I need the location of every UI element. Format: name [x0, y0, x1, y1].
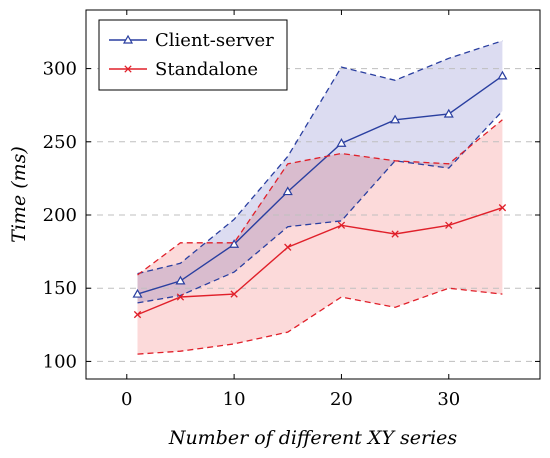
y-axis-label-unit: (ms) — [8, 146, 30, 189]
x-tick-label: 0 — [121, 389, 132, 410]
y-tick-label: 300 — [43, 59, 77, 80]
point-client-server — [336, 138, 347, 147]
point-standalone — [284, 243, 292, 251]
y-tick-label: 150 — [43, 278, 77, 299]
point-standalone — [230, 290, 238, 298]
x-tick-label: 10 — [223, 389, 246, 410]
lower-bound-client-server — [137, 110, 503, 304]
band-standalone — [137, 119, 503, 355]
x-axis-label: Number of different XY series — [168, 427, 458, 449]
point-client-server — [282, 186, 293, 196]
line-standalone — [137, 207, 503, 316]
gridlines — [86, 68, 540, 362]
point-standalone — [498, 204, 507, 212]
legend-label-standalone: Standalone — [155, 59, 258, 80]
axes: 0 10 20 30 100 150 200 250 300 — [43, 9, 541, 410]
point-client-server — [229, 239, 240, 248]
line-client-server — [137, 75, 503, 295]
y-tick-label: 250 — [43, 132, 77, 153]
x-tick-label: 20 — [330, 389, 353, 410]
point-standalone — [133, 310, 142, 319]
point-client-server — [132, 288, 143, 298]
point-client-server — [443, 108, 454, 118]
point-standalone — [445, 221, 453, 229]
x-tick-label: 30 — [437, 389, 460, 410]
legend-marker-standalone — [124, 65, 132, 73]
legend-box — [98, 19, 288, 91]
y-axis-label-name: Time — [8, 195, 30, 243]
point-standalone — [391, 230, 399, 238]
point-client-server — [390, 114, 401, 124]
band-client-server — [137, 40, 503, 303]
plot-frame — [85, 9, 541, 380]
upper-bound-standalone — [137, 119, 503, 276]
legend-label-client-server: Client-server — [155, 30, 274, 51]
confidence-bands — [137, 40, 503, 355]
y-axis-label: Time (ms) — [8, 146, 30, 243]
upper-bound-client-server — [137, 40, 503, 275]
point-standalone — [337, 221, 346, 229]
legend: Client-server Standalone — [98, 19, 288, 91]
legend-marker-client-server — [122, 34, 134, 44]
point-client-server — [497, 70, 508, 80]
y-tick-label: 200 — [43, 205, 77, 226]
y-tick-label: 100 — [43, 351, 77, 372]
lower-bound-standalone — [137, 287, 503, 355]
point-client-server — [175, 275, 186, 285]
series-lines — [132, 40, 508, 355]
point-standalone — [176, 293, 185, 301]
